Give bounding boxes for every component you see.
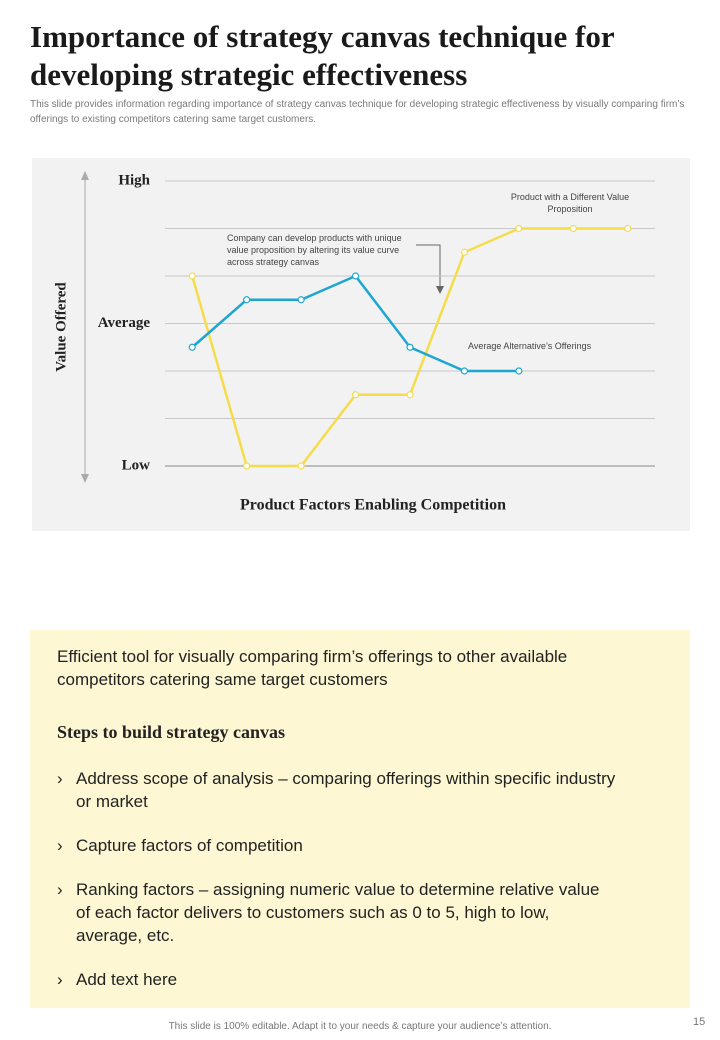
- heading: Steps to build strategy canvas: [57, 722, 286, 742]
- chart: Value Offered Product Factors Enabling C…: [32, 158, 690, 531]
- bullet: › Address scope of analysis – comparing o…: [30, 767, 616, 813]
- subtitle: This slide provides information regardin…: [30, 99, 685, 125]
- point: [297, 296, 305, 304]
- bullet: › Add text here: [30, 968, 616, 991]
- point: [569, 224, 577, 233]
- bullet-text: Ranking factors – assigning numeric valu…: [76, 880, 600, 945]
- title: Importance of strategy canvas technique …: [30, 19, 615, 92]
- point: [460, 248, 469, 256]
- bullet: › Ranking factors – assigning numeric val…: [30, 878, 616, 947]
- series: [188, 224, 632, 470]
- y-axis-label: Value Offered: [53, 282, 69, 372]
- point: [624, 224, 632, 233]
- y-tick-label: Average: [98, 315, 151, 331]
- text-box: Efficient tool for visually comparing fi…: [30, 630, 690, 1008]
- bullet-marker: ›: [57, 970, 63, 989]
- series: [188, 272, 523, 375]
- point: [351, 391, 360, 399]
- annotation: Company can develop products with unique…: [227, 233, 402, 267]
- point: [406, 391, 414, 399]
- x-axis-label: Product Factors Enabling Competition: [240, 497, 506, 514]
- point: [243, 296, 251, 304]
- series-label: Average Alternative’s Offerings: [468, 341, 592, 351]
- bullet-marker: ›: [57, 880, 63, 899]
- point: [243, 462, 251, 470]
- y-tick-label: Low: [122, 457, 151, 473]
- chart-panel: [32, 158, 690, 531]
- page-number: 15: [693, 1016, 706, 1028]
- footer: This slide is 100% editable. Adapt it to…: [168, 1021, 552, 1032]
- point: [188, 272, 196, 280]
- point: [515, 224, 523, 233]
- annotation-arrow: [416, 244, 441, 288]
- point: [297, 462, 305, 470]
- point: [515, 367, 523, 375]
- series-label: Product with a Different Value Propositi…: [510, 192, 630, 214]
- annotation-arrow-head: [436, 286, 444, 294]
- bullet-marker: ›: [57, 769, 63, 788]
- bullet-text: Add text here: [76, 970, 178, 989]
- bullet-list: › Address scope of analysis – comparing o…: [30, 767, 616, 1012]
- point: [460, 367, 469, 375]
- point: [188, 343, 196, 351]
- bullet-text: Address scope of analysis – comparing of…: [76, 769, 616, 811]
- bullet-marker: ›: [57, 836, 63, 855]
- bullet-text: Capture factors of competition: [76, 836, 303, 855]
- point: [406, 343, 414, 351]
- bullet: › Capture factors of competition: [30, 834, 616, 857]
- point: [351, 272, 360, 280]
- intro-text: Efficient tool for visually comparing fi…: [57, 647, 568, 689]
- y-tick-label: High: [118, 172, 150, 188]
